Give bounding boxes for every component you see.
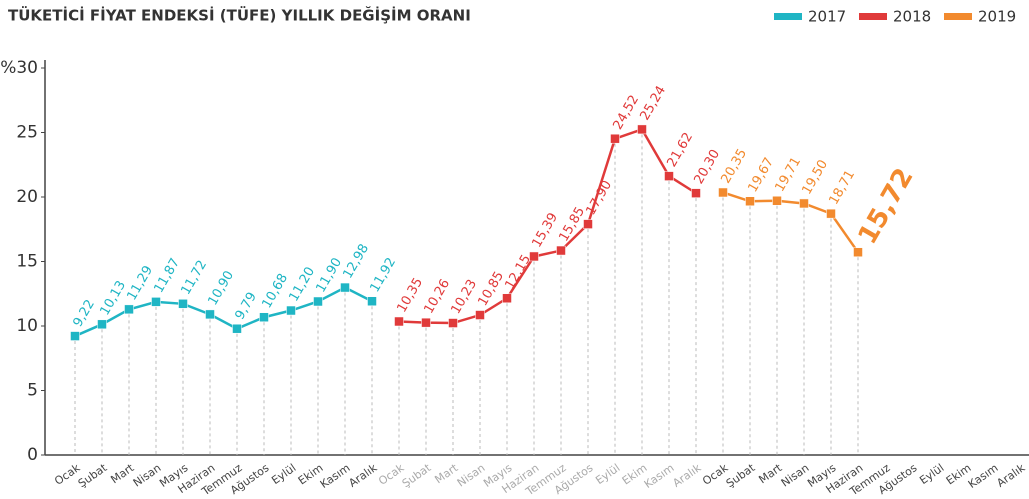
data-point <box>664 171 674 181</box>
y-tick-label: 15 <box>16 252 38 272</box>
y-tick-label: 5 <box>27 381 38 401</box>
data-point <box>691 188 701 198</box>
data-label: 21,62 <box>665 130 697 170</box>
legend-swatch <box>774 13 802 20</box>
data-point <box>826 208 836 219</box>
y-tick-label: 20 <box>16 187 38 207</box>
data-label: 10,68 <box>260 271 292 311</box>
data-label: 20,30 <box>692 147 724 187</box>
data-label: 17,90 <box>584 178 616 218</box>
data-point <box>529 251 539 262</box>
legend-label: 2017 <box>808 8 846 26</box>
data-point <box>97 319 107 330</box>
data-point <box>259 312 269 322</box>
x-tick-label: Aralık <box>670 461 704 490</box>
data-point <box>313 296 323 307</box>
data-point <box>502 293 512 304</box>
data-point <box>745 196 755 207</box>
legend-swatch <box>944 13 972 20</box>
y-tick-label: 25 <box>16 123 38 143</box>
x-tick-label: Şubat <box>724 461 758 490</box>
data-label: 19,50 <box>800 157 832 197</box>
data-point <box>475 310 485 320</box>
data-point <box>853 247 863 257</box>
x-tick-label: Şubat <box>400 461 434 490</box>
data-point <box>772 195 782 206</box>
data-point <box>151 297 161 307</box>
y-tick-label: 0 <box>27 445 38 465</box>
x-tick-label: Kasım <box>642 461 677 491</box>
data-point <box>367 296 377 306</box>
data-label: 25,24 <box>638 83 670 123</box>
x-tick-label: Nisan <box>131 461 164 489</box>
data-point <box>124 304 134 315</box>
data-label: 12,98 <box>341 242 373 282</box>
data-point <box>178 299 188 309</box>
data-label: 11,92 <box>368 255 400 295</box>
x-tick-label: Eylül <box>917 461 946 487</box>
legend-label: 2019 <box>978 8 1016 26</box>
data-label: 15,39 <box>530 210 562 250</box>
data-label: 20,35 <box>719 147 751 187</box>
data-point <box>340 282 350 293</box>
data-point <box>286 305 296 316</box>
x-tick-label: Eylül <box>593 461 622 487</box>
data-point <box>70 331 80 341</box>
data-point <box>394 316 404 327</box>
data-point <box>583 219 593 229</box>
data-label: 9,22 <box>71 297 98 330</box>
x-tick-label: Aralık <box>346 461 380 490</box>
x-tick-label: Kasım <box>966 461 1001 491</box>
data-point <box>637 124 647 135</box>
legend-label: 2018 <box>893 8 931 26</box>
data-label: 19,67 <box>746 155 778 195</box>
data-point <box>556 245 566 256</box>
data-label: 10,26 <box>422 277 454 317</box>
x-tick-label: Kasım <box>318 461 353 491</box>
legend-swatch <box>859 13 887 20</box>
chart-title: TÜKETİCİ FİYAT ENDEKSİ (TÜFE) YILLIK DEĞ… <box>8 6 471 25</box>
data-point <box>421 317 431 328</box>
data-point <box>448 318 458 328</box>
data-point <box>799 198 809 209</box>
x-tick-label: Nisan <box>455 461 488 489</box>
data-label: 9,79 <box>233 290 260 323</box>
x-tick-label: Nisan <box>779 461 812 489</box>
data-point <box>718 187 728 198</box>
data-point <box>205 309 215 320</box>
y-tick-label: 10 <box>16 316 38 336</box>
data-point <box>610 133 620 144</box>
x-tick-label: Aralık <box>994 461 1028 490</box>
data-label: 15,72 <box>853 163 920 249</box>
x-tick-label: Eylül <box>269 461 298 487</box>
x-tick-label: Şubat <box>76 461 110 490</box>
y-tick-label: %30 <box>0 58 38 78</box>
data-label: 10,90 <box>206 268 238 308</box>
data-label: 18,71 <box>827 168 859 208</box>
data-point <box>232 323 242 334</box>
data-label: 11,72 <box>179 258 211 298</box>
